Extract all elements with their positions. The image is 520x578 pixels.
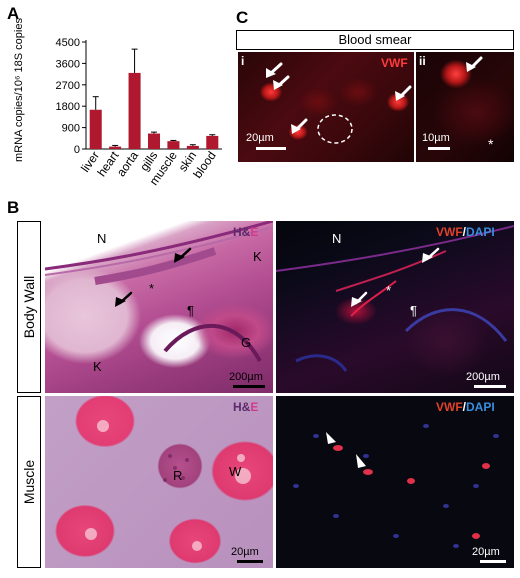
label-k-he-1: K — [253, 249, 262, 264]
sub-panel-i-label: i — [241, 54, 245, 68]
scale-bar-body-fl — [474, 385, 506, 388]
y-tick-label: 2700 — [56, 80, 80, 92]
muscle-he-image: W R H&E 20µm — [45, 396, 273, 568]
label-w: W — [229, 464, 242, 479]
scale-label-i: 20µm — [246, 132, 274, 144]
label-k-he-2: K — [93, 359, 102, 374]
vwf-dapi-stain-label-body: VWF/DAPI — [436, 225, 495, 239]
y-tick-label: 3600 — [56, 58, 80, 70]
bar-skin — [186, 145, 199, 149]
y-axis-label: mRNA copies/10⁶ 18S copies — [13, 18, 25, 162]
scale-label-ii: 10µm — [422, 132, 450, 144]
panel-a-bar-chart: mRNA copies/10⁶ 18S copies 0 900 1800 2700 3… — [13, 18, 222, 188]
he-stain-label-muscle: H&E — [233, 400, 259, 414]
blood-smear-title: Blood smear — [236, 30, 514, 50]
row-label-muscle: Muscle — [17, 396, 41, 568]
label-asterisk-fl: * — [386, 283, 392, 298]
blood-smear-image-i: i VWF 20µm — [238, 52, 414, 162]
scale-bar-ii — [428, 147, 450, 150]
y-tick-label: 0 — [74, 144, 80, 156]
scale-bar-muscle-fl — [480, 560, 506, 563]
y-tick-label: 900 — [62, 123, 80, 135]
bar-heart — [109, 146, 122, 149]
row-label-body-wall: Body Wall — [17, 221, 41, 393]
he-stain-label: H&E — [233, 225, 259, 239]
panel-b-letter: B — [7, 198, 20, 217]
vwf-dapi-stain-label-muscle: VWF/DAPI — [436, 400, 495, 414]
label-n-fl: N — [332, 231, 342, 246]
scale-label-muscle-fl: 20µm — [472, 546, 500, 558]
scale-bar-muscle-he — [237, 560, 263, 563]
y-tick-label: 4500 — [56, 37, 80, 49]
y-tick-label: 1800 — [56, 101, 80, 113]
bar-aorta — [128, 72, 141, 149]
label-pilcrow-he: ¶ — [187, 303, 194, 318]
label-n-he: N — [97, 231, 107, 246]
row-label-body-wall-text: Body Wall — [21, 275, 37, 339]
scale-label-body-fl: 200µm — [466, 371, 500, 383]
label-g-he: G — [241, 335, 252, 350]
vwf-stain-label: VWF — [381, 56, 408, 70]
x-tick-label-aorta: aorta — [114, 148, 141, 179]
panel-a-letter: A — [7, 4, 20, 23]
bar-gills — [147, 133, 161, 149]
scale-label-body-he: 200µm — [229, 371, 263, 383]
scale-label-muscle-he: 20µm — [231, 546, 259, 558]
asterisk-marker: * — [488, 136, 494, 152]
row-label-muscle-text: Muscle — [21, 459, 37, 505]
blood-smear-image-ii: ii * 10µm — [416, 52, 514, 162]
bar-liver — [89, 109, 102, 149]
muscle-vwf-image: VWF/DAPI 20µm — [276, 396, 514, 568]
scale-bar-body-he — [233, 385, 265, 388]
label-r: R — [173, 468, 183, 483]
label-asterisk-he: * — [149, 281, 155, 296]
body-wall-he-image: N K K G * ¶ H&E 200µm — [45, 221, 273, 393]
bar-muscle — [167, 141, 180, 149]
panel-c-letter: C — [236, 8, 249, 27]
scale-bar-i — [256, 147, 286, 150]
label-pilcrow-fl: ¶ — [410, 303, 417, 318]
sub-panel-ii-label: ii — [419, 54, 426, 68]
bar-blood — [206, 135, 219, 149]
body-wall-vwf-image: N * ¶ VWF/DAPI 200µm — [276, 221, 514, 393]
